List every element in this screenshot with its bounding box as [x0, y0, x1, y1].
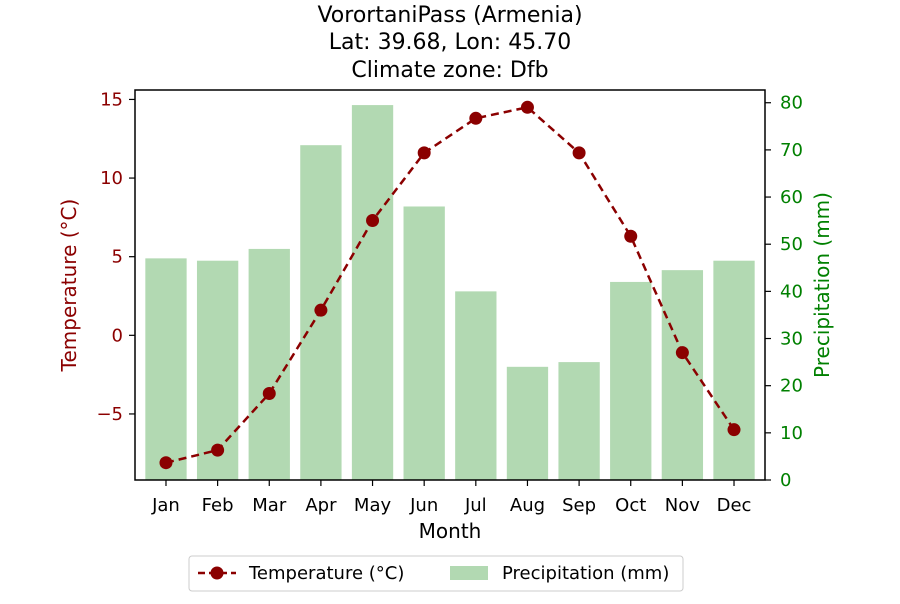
- chart-title-line-2: Lat: 39.68, Lon: 45.70: [329, 30, 571, 55]
- left-tick-label: 5: [112, 247, 123, 268]
- temperature-point-jan: [159, 456, 173, 470]
- x-tick-label: Mar: [252, 495, 287, 516]
- precipitation-bar-aug: [506, 366, 549, 480]
- x-tick-label: Sep: [562, 495, 596, 516]
- temperature-point-oct: [624, 229, 638, 243]
- precipitation-bar-mar: [248, 248, 290, 480]
- temperature-point-may: [366, 214, 380, 228]
- x-axis: Jan Feb Mar Apr May Jun Jul Aug Sep Oct Nov Dec: [151, 480, 751, 516]
- precipitation-bar-jan: [145, 258, 187, 480]
- left-tick-label: 10: [100, 168, 123, 189]
- right-y-axis-label: Precipitation (mm): [810, 192, 834, 378]
- precipitation-bar-may: [351, 105, 394, 480]
- legend-frame: [188, 555, 684, 592]
- temperature-point-jul: [469, 111, 483, 125]
- legend: Temperature (°C) Precipitation (mm): [188, 555, 684, 592]
- x-tick-label: Apr: [305, 495, 337, 516]
- right-y-axis: 80 70 60 50 40 30 20 10 0: [765, 93, 803, 491]
- right-tick-label: 20: [780, 376, 803, 397]
- x-tick-label: Jul: [464, 495, 487, 516]
- x-tick-label: May: [354, 495, 392, 516]
- precipitation-bar-jun: [403, 206, 445, 480]
- chart-title: VorortaniPass (Armenia) Lat: 39.68, Lon:…: [317, 3, 582, 83]
- left-tick-label: 0: [112, 325, 123, 346]
- temperature-series-line: [165, 105, 736, 464]
- precipitation-bar-dec: [713, 260, 755, 480]
- chart-title-line-1: VorortaniPass (Armenia): [317, 3, 582, 28]
- x-tick-label: Jun: [409, 495, 438, 516]
- temperature-point-jun: [417, 146, 431, 160]
- right-tick-label: 60: [780, 187, 803, 208]
- x-tick-label: Feb: [202, 495, 234, 516]
- temperature-point-mar: [262, 387, 276, 401]
- precipitation-bars: [145, 105, 755, 480]
- legend-temperature-label: Temperature (°C): [248, 563, 404, 584]
- left-y-axis: 15 10 5 0 −5: [96, 89, 135, 425]
- right-tick-label: 50: [780, 234, 803, 255]
- precipitation-bar-oct: [610, 281, 652, 480]
- temperature-point-feb: [211, 443, 225, 457]
- precipitation-bar-jul: [455, 291, 497, 480]
- temperature-line: [159, 100, 741, 470]
- legend-temperature-marker: [210, 566, 224, 580]
- temperature-point-dec: [727, 423, 741, 437]
- right-tick-label: 30: [780, 329, 803, 350]
- x-tick-label: Jan: [151, 495, 180, 516]
- x-tick-label: Oct: [615, 495, 646, 516]
- x-tick-label: Aug: [510, 495, 545, 516]
- right-tick-label: 40: [780, 281, 803, 302]
- left-tick-label: −5: [96, 404, 123, 425]
- x-tick-label: Nov: [665, 495, 700, 516]
- temperature-point-aug: [520, 100, 534, 114]
- chart-title-line-3: Climate zone: Dfb: [351, 58, 548, 83]
- right-tick-label: 10: [780, 423, 803, 444]
- temperature-point-apr: [314, 303, 328, 317]
- x-axis-label: Month: [419, 519, 482, 543]
- right-tick-label: 70: [780, 140, 803, 161]
- left-y-axis-label: Temperature (°C): [57, 199, 81, 373]
- left-tick-label: 15: [100, 89, 123, 110]
- precipitation-bar-feb: [196, 260, 239, 480]
- legend-precipitation-swatch: [450, 566, 488, 580]
- x-tick-label: Dec: [717, 495, 752, 516]
- temperature-point-nov: [675, 346, 689, 360]
- right-tick-label: 80: [780, 93, 803, 114]
- precipitation-bar-sep: [558, 362, 600, 480]
- plot-frame: [134, 89, 766, 481]
- temperature-point-sep: [572, 146, 586, 160]
- right-tick-label: 0: [780, 470, 791, 491]
- legend-precipitation-label: Precipitation (mm): [502, 563, 669, 584]
